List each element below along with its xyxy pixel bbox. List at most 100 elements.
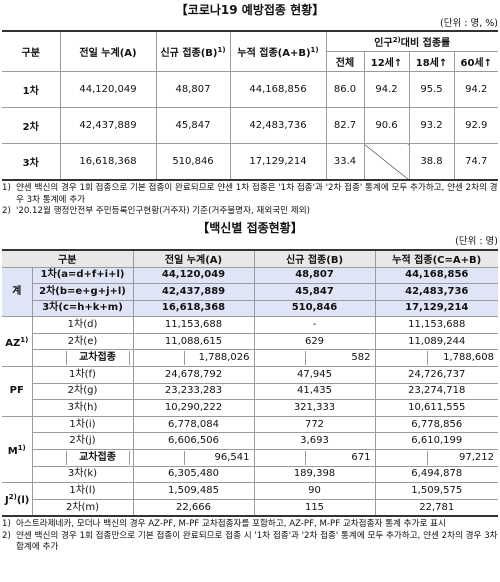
note-mark: 2) bbox=[2, 530, 11, 541]
row-label: 1차(l) bbox=[31, 482, 134, 500]
cell: 115 bbox=[253, 498, 376, 517]
group-label: J2)(l) bbox=[2, 482, 33, 517]
note: 1) 아스트라제네카, 모더나 백신의 경우 AZ-PF, M-PF 교차접종자를… bbox=[2, 519, 498, 531]
cell: 321,333 bbox=[253, 399, 376, 417]
cell: 74.7 bbox=[453, 143, 499, 181]
column-header: 신규 접종(B)1) bbox=[155, 30, 231, 72]
note-text: 얀센 백신의 경우 1회 접종만으로 기본 접종이 완료되므로 접종 시 '1차… bbox=[16, 530, 498, 553]
cell: 24,678,792 bbox=[132, 366, 255, 384]
table-row: 1차 44,120,049 48,807 44,168,856 86.0 94.2 95.5… bbox=[2, 71, 499, 108]
cell: 45,847 bbox=[253, 283, 376, 301]
sub-header: 전체 bbox=[325, 51, 365, 72]
table-row: J2)(l) 1차(l) 1,509,485 90 1,509,575 bbox=[2, 482, 498, 517]
group-label: 계 bbox=[2, 266, 33, 318]
cell: 48,807 bbox=[253, 266, 376, 285]
cell: 17,129,214 bbox=[374, 299, 498, 318]
note-mark: 1) bbox=[2, 519, 11, 530]
group-label: AZ1) bbox=[2, 316, 33, 368]
row-label: 2차(b=e+g+j+l) bbox=[31, 283, 134, 301]
column-header: 전일 누계(A) bbox=[59, 30, 157, 72]
cell: 44,168,856 bbox=[229, 71, 327, 108]
cell-value: 97,212 bbox=[426, 450, 498, 465]
cell: 1,788,608 bbox=[374, 349, 498, 368]
header-row: 구분 전일 누계(A) 신규 접종(B) 누적 접종(C=A+B) bbox=[2, 249, 498, 268]
column-header: 전일 누계(A) bbox=[132, 249, 255, 268]
header-text: 신규 접종(B) bbox=[160, 48, 218, 59]
table-row: 3차(c=h+k+m) 16,618,368 510,846 17,129,214 bbox=[2, 299, 498, 318]
cell: 96,541 bbox=[132, 449, 255, 467]
group-label: M1) bbox=[2, 415, 33, 484]
sub-header: 12세↑ bbox=[363, 51, 410, 72]
cell: 6,610,199 bbox=[374, 432, 498, 451]
cell: 22,781 bbox=[374, 498, 498, 517]
cell: 510,846 bbox=[155, 143, 231, 181]
table-row: 2차(b=e+g+j+l) 42,437,889 45,847 42,483,736 bbox=[2, 283, 498, 301]
cell: 772 bbox=[253, 415, 376, 434]
cell-value: 96,541 bbox=[183, 450, 253, 465]
cell: 6,606,506 bbox=[132, 432, 255, 451]
table-head: 구분 전일 누계(A) 신규 접종(B) 누적 접종(C=A+B) bbox=[2, 249, 498, 268]
cell: 42,483,736 bbox=[229, 107, 327, 144]
cross-label: 교차접종 bbox=[65, 351, 130, 366]
row-label: 3차 bbox=[2, 143, 61, 181]
group-name: AZ bbox=[5, 337, 21, 349]
group-name: 계 bbox=[12, 285, 22, 297]
footnote-mark: 1) bbox=[20, 335, 29, 344]
note-text: 얀센 백신의 경우 1회 접종으로 기본 접종이 완료되므로 얀센 1차 접종은… bbox=[16, 183, 498, 205]
cell: 11,153,688 bbox=[374, 316, 498, 334]
cell: 42,437,889 bbox=[59, 107, 157, 144]
group-suffix: (l) bbox=[16, 495, 30, 507]
row-label: 3차(k) bbox=[31, 465, 134, 484]
cell: 93.2 bbox=[408, 107, 455, 144]
cell: 6,494,878 bbox=[374, 465, 498, 484]
cell: 22,666 bbox=[132, 498, 255, 517]
group-name: J bbox=[5, 495, 9, 507]
vaccination-table: 구분 전일 누계(A) 신규 접종(B)1) 누적 접종(A+B)1) 인구2)대비 접… bbox=[2, 30, 499, 181]
cell-value: 1,788,608 bbox=[426, 351, 498, 366]
cell: 6,778,084 bbox=[132, 415, 255, 434]
cell: 11,088,615 bbox=[132, 332, 255, 351]
vaccine-table: 구분 전일 누계(A) 신규 접종(B) 누적 접종(C=A+B) 계 1차(a=d+f+… bbox=[2, 248, 498, 518]
cell: 11,089,244 bbox=[374, 332, 498, 351]
header-text: 누적 접종(A+B) bbox=[237, 48, 311, 59]
cell: 1,509,485 bbox=[132, 482, 255, 500]
cell: 48,807 bbox=[155, 71, 231, 108]
cell: 6,305,480 bbox=[132, 465, 255, 484]
header-text: 인구 bbox=[374, 38, 393, 49]
cell: 38.8 bbox=[408, 143, 455, 181]
column-header: 누적 접종(C=A+B) bbox=[374, 249, 498, 268]
cell: 82.7 bbox=[325, 107, 365, 144]
row-label: 2차 bbox=[2, 107, 61, 144]
header-text: 구분 bbox=[21, 48, 40, 59]
title: 【코로나19 예방접종 현황】 bbox=[175, 3, 325, 17]
column-header: 인구2)대비 접종률 bbox=[325, 30, 499, 52]
table-row: AZ1) 1차(d) 11,153,688-11,153,688 bbox=[2, 316, 498, 368]
cell: 16,618,368 bbox=[132, 299, 255, 318]
cell: - bbox=[253, 316, 376, 334]
footnote-mark: 1) bbox=[310, 46, 319, 54]
note-mark: 1) bbox=[2, 183, 11, 193]
table-row: 2차(g) 23,233,283 41,435 23,274,718 bbox=[2, 382, 498, 401]
row-label: 1차(f) bbox=[31, 366, 134, 384]
table-row: 3차(k) 6,305,480 189,398 6,494,878 bbox=[2, 465, 498, 484]
table-row: 2차(e) 11,088,615 629 11,089,244 bbox=[2, 332, 498, 351]
cell: 1,788,026 bbox=[132, 349, 255, 368]
table-row: M1) 1차(i) 6,778,084 772 6,778,856 bbox=[2, 415, 498, 484]
cell: 23,274,718 bbox=[374, 382, 498, 401]
table-row: 3차 16,618,368 510,846 17,129,214 33.4 38.8 74.… bbox=[2, 143, 499, 181]
table-row: 교차접종 1,788,026 582 1,788,608 bbox=[2, 349, 498, 368]
row-label: 3차(h) bbox=[31, 399, 134, 417]
cell: 94.2 bbox=[453, 71, 499, 108]
cell: 33.4 bbox=[325, 143, 365, 181]
footnote-mark: 2) bbox=[8, 493, 17, 502]
cell: 47,945 bbox=[253, 366, 376, 384]
cell: 10,290,222 bbox=[132, 399, 255, 417]
cell: 671 bbox=[253, 449, 376, 467]
cell-value: 1,788,026 bbox=[183, 351, 253, 366]
unit: (단위 : 명) bbox=[455, 235, 498, 247]
header-text: 전일 누계(A) bbox=[79, 48, 137, 59]
header-row: 구분 전일 누계(A) 신규 접종(B)1) 누적 접종(A+B)1) 인구2)대비 접… bbox=[2, 30, 499, 72]
cell: 44,168,856 bbox=[374, 266, 498, 285]
cell: 23,233,283 bbox=[132, 382, 255, 401]
cell: 510,846 bbox=[253, 299, 376, 318]
